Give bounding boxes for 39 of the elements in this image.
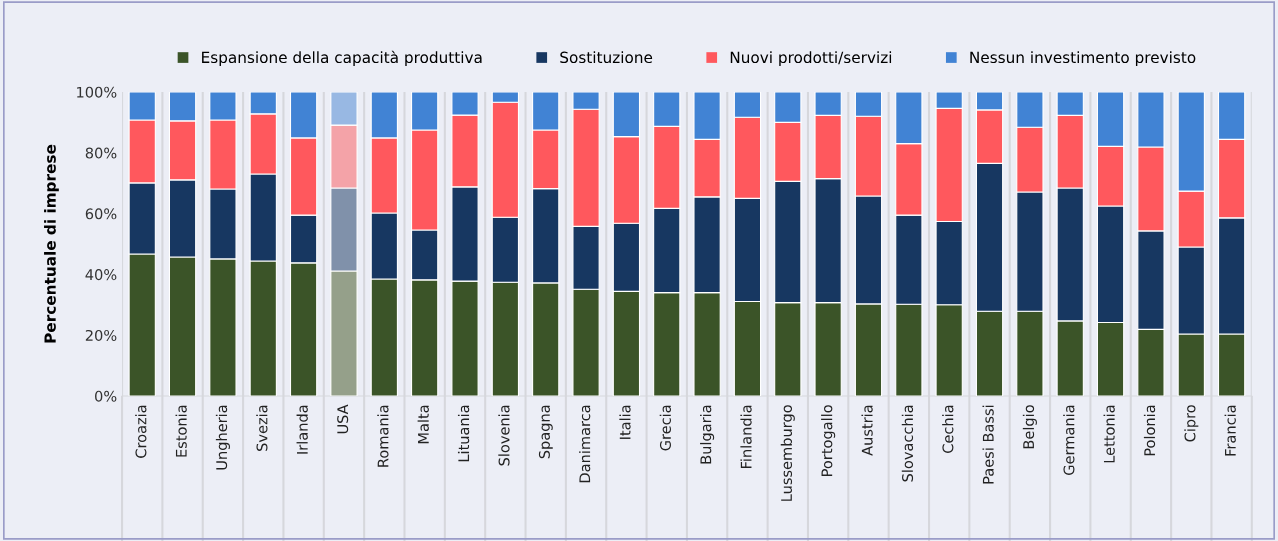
x-tick-label: Slovenia (498, 405, 510, 466)
x-tick-label: Francia (1224, 405, 1236, 456)
x-tick-label: Lettonia (1103, 405, 1115, 463)
x-tick-label: Italia (619, 405, 631, 439)
x-tick-label: Lituania (457, 405, 470, 462)
x-tick-label: USA (337, 404, 349, 434)
x-tick-label: Germania (1063, 405, 1075, 475)
x-tick-label: Lussemburgo (780, 405, 795, 501)
y-tick-label: 80% (85, 147, 117, 159)
y-tick-label: 40% (85, 269, 117, 281)
x-tick-label: Grecia (659, 405, 671, 451)
y-axis-title: Percentuale di imprese (44, 144, 59, 343)
x-tick-label: Malta (417, 405, 429, 444)
x-tick-label: Estonia (175, 405, 187, 457)
legend-label: Nessun investimento previsto (970, 51, 1196, 67)
x-tick-label: Cechia (942, 405, 954, 453)
x-tick-label: Svezia (256, 405, 268, 451)
legend-label: Espansione della capacità produttiva (202, 50, 482, 67)
x-tick-label: Austria (861, 405, 873, 456)
x-tick-label: Bulgaria (700, 405, 715, 464)
y-tick-label: 0% (95, 390, 117, 402)
x-tick-label: Romania (377, 405, 389, 467)
x-tick-label: Paesi Bassi (982, 405, 994, 484)
x-tick-label: Slovacchia (901, 405, 914, 482)
legend-label: Nuovi prodotti/servizi (730, 51, 892, 67)
x-tick-label: Croazia (135, 405, 147, 458)
x-tick-label: Portogallo (821, 405, 836, 476)
x-tick-label: Belgio (1022, 405, 1037, 449)
y-tick-label: 100% (77, 86, 117, 98)
y-tick-label: 60% (85, 208, 117, 220)
x-tick-label: Cipro (1184, 405, 1199, 442)
legend-label: Sostituzione (560, 51, 653, 64)
x-tick-label: Spagna (538, 405, 553, 459)
x-tick-label: Danimarca (579, 405, 591, 483)
x-tick-label: Ungheria (215, 405, 230, 470)
x-tick-label: Irlanda (296, 405, 308, 454)
x-tick-label: Finlandia (740, 405, 752, 469)
x-tick-label: Polonia (1143, 405, 1156, 456)
y-tick-label: 20% (85, 329, 117, 341)
